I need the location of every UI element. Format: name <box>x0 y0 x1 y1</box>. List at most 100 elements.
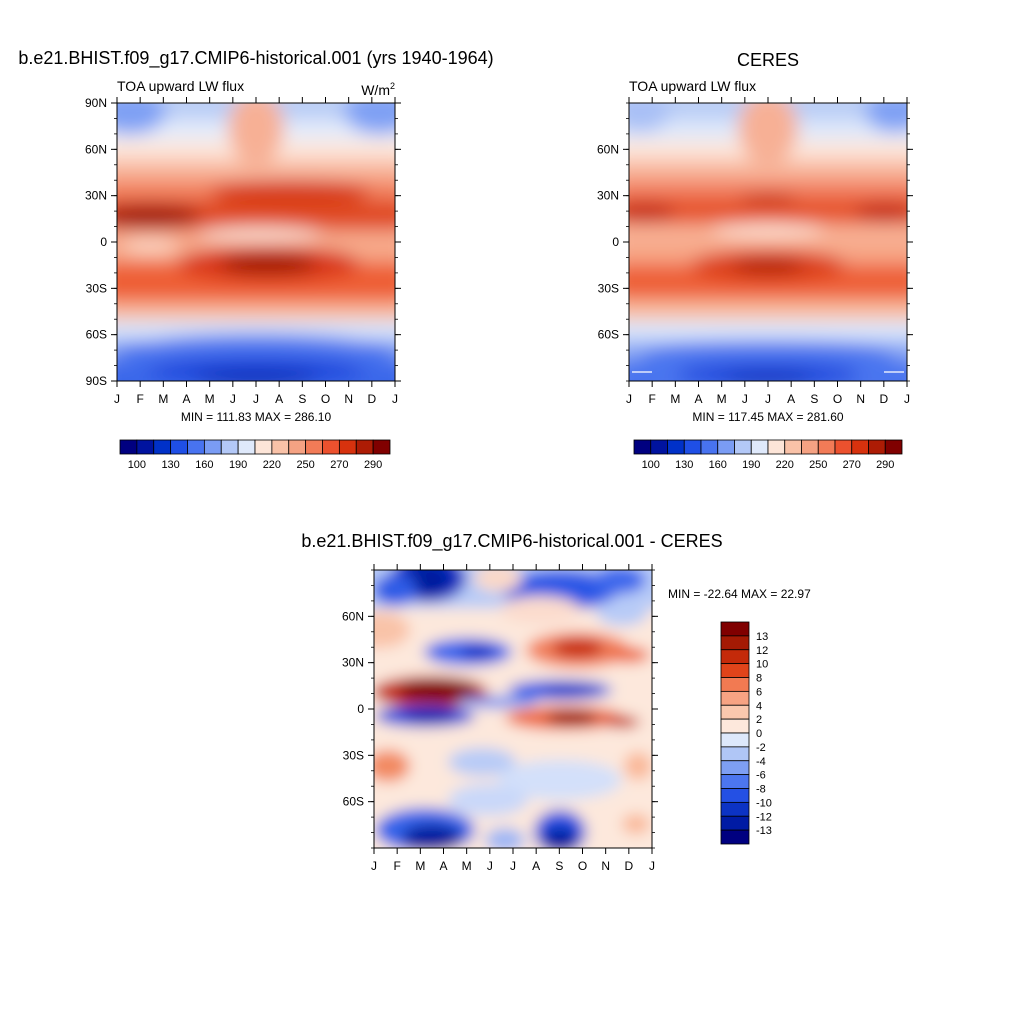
colorbar-swatch <box>633 439 652 455</box>
colorbar-label: 0 <box>756 728 762 740</box>
colorbar-label: 130 <box>161 459 179 471</box>
x-tick-label: N <box>856 392 865 406</box>
colorbar-label: 250 <box>809 459 827 471</box>
colorbar-swatch <box>720 663 750 678</box>
x-tick-label: A <box>694 392 702 406</box>
colorbar-swatch <box>720 760 750 776</box>
y-ticks-diff: 60N 30N 0 30S 60S <box>342 569 658 849</box>
y-tick-label: 30N <box>85 189 107 203</box>
colorbar-label: -6 <box>756 770 766 782</box>
x-tick-label: J <box>765 392 771 406</box>
panel-diff: b.e21.BHIST.f09_g17.CMIP6-historical.001… <box>301 531 811 873</box>
x-tick-label: J <box>230 392 236 406</box>
colorbar-label: 290 <box>876 459 894 471</box>
colorbar-swatch <box>720 815 750 831</box>
x-tick-label: A <box>439 859 447 873</box>
colorbar-swatch <box>136 439 155 455</box>
colorbar-label: 10 <box>756 659 768 671</box>
colorbar-swatch <box>720 829 750 845</box>
x-tick-label: M <box>670 392 680 406</box>
x-tick-label: J <box>649 859 655 873</box>
x-tick-label: J <box>371 859 377 873</box>
x-tick-label: D <box>367 392 376 406</box>
colorbar-swatch <box>305 439 323 455</box>
y-tick-label: 60S <box>598 328 619 342</box>
y-ticks-model: 90N 60N 30N 0 30S 60S 90S <box>85 96 401 388</box>
x-tick-label: N <box>601 859 610 873</box>
colorbar-swatch <box>720 746 750 762</box>
colorbar-swatch <box>119 439 138 455</box>
colorbar-label: -2 <box>756 742 766 754</box>
colorbar-swatch <box>203 439 222 455</box>
colorbar-label: 270 <box>843 459 861 471</box>
colorbar-label: -8 <box>756 784 766 796</box>
x-tick-label: S <box>298 392 306 406</box>
x-tick-label: A <box>275 392 283 406</box>
y-tick-label: 60N <box>597 142 619 156</box>
colorbar-label: 220 <box>776 459 794 471</box>
x-tick-label: J <box>487 859 493 873</box>
y-ticks-obs: 60N 30N 0 30S 60S <box>597 102 913 382</box>
colorbar-label: 2 <box>756 714 762 726</box>
x-tick-label: M <box>158 392 168 406</box>
panel-obs-stats: MIN = 117.45 MAX = 281.60 <box>692 410 844 424</box>
colorbar-label: 130 <box>675 459 693 471</box>
colorbar-swatch <box>720 801 750 817</box>
x-tick-label: M <box>717 392 727 406</box>
colorbar-label: 12 <box>756 645 768 657</box>
colorbar-label: -10 <box>756 797 772 809</box>
panel-diff-title: b.e21.BHIST.f09_g17.CMIP6-historical.001… <box>301 531 722 552</box>
colorbar-swatch <box>720 704 750 720</box>
colorbar-swatch <box>720 690 750 706</box>
colorbar-swatch <box>720 649 750 665</box>
heatmap-model <box>117 103 395 381</box>
colorbar-label: 8 <box>756 673 762 685</box>
y-tick-label: 90N <box>85 96 107 110</box>
y-tick-label: 0 <box>612 235 619 249</box>
colorbar-swatch <box>237 439 256 455</box>
colorbar-label: 4 <box>756 700 762 712</box>
colorbar-model: 100 130 160 190 220 250 270 290 <box>119 439 391 471</box>
x-tick-label: S <box>555 859 563 873</box>
colorbar-swatch <box>884 439 903 455</box>
x-tick-label: J <box>510 859 516 873</box>
colorbar-swatch <box>338 439 357 455</box>
colorbar-swatch <box>271 439 290 455</box>
colorbar-obs: 100 130 160 190 220 250 270 290 <box>633 439 903 471</box>
x-tick-label: O <box>833 392 842 406</box>
colorbar-swatch <box>153 439 172 455</box>
colorbar-label: 270 <box>330 459 348 471</box>
colorbar-swatch <box>288 439 307 455</box>
colorbar-label: 6 <box>756 686 762 698</box>
x-tick-label: O <box>578 859 587 873</box>
panel-model-stats: MIN = 111.83 MAX = 286.10 <box>181 410 332 424</box>
colorbar-swatch <box>720 788 750 803</box>
colorbar-swatch <box>372 439 391 455</box>
colorbar-swatch <box>834 439 853 455</box>
panel-model-units-sup: 2 <box>390 81 395 91</box>
y-tick-label: 60S <box>86 328 107 342</box>
x-tick-label: O <box>321 392 330 406</box>
y-tick-label: 60S <box>343 795 364 809</box>
colorbar-swatch <box>254 439 273 455</box>
x-tick-label: M <box>415 859 425 873</box>
colorbar-label: 250 <box>296 459 314 471</box>
x-tick-label: J <box>114 392 120 406</box>
colorbar-label: 190 <box>229 459 247 471</box>
x-tick-label: A <box>182 392 190 406</box>
y-tick-label: 60N <box>85 142 107 156</box>
x-tick-label: J <box>253 392 259 406</box>
y-tick-label: 30N <box>597 189 619 203</box>
colorbar-swatch <box>734 439 752 455</box>
panel-model-title: b.e21.BHIST.f09_g17.CMIP6-historical.001… <box>18 48 493 69</box>
y-tick-label: 30S <box>598 281 619 295</box>
colorbar-label: 220 <box>263 459 281 471</box>
x-tick-label: M <box>462 859 472 873</box>
x-tick-label: F <box>393 859 400 873</box>
colorbar-swatch <box>767 439 786 455</box>
colorbar-swatch <box>750 439 769 455</box>
